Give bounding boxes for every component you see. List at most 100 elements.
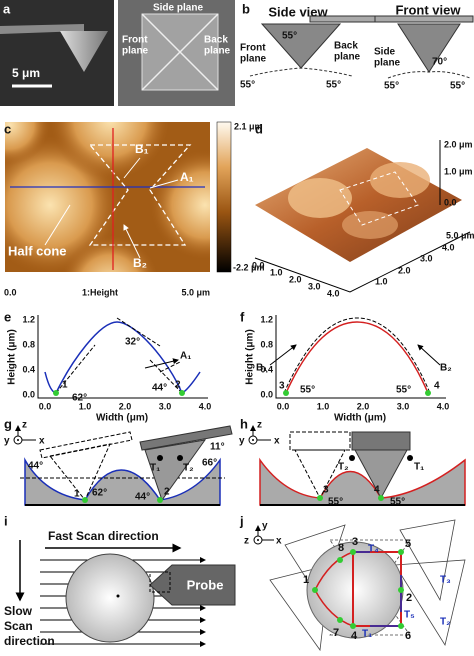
label: 55°: [450, 81, 465, 92]
label: 11°: [210, 442, 225, 453]
label: y: [4, 436, 10, 447]
label: T₁: [414, 462, 424, 473]
label: Side plane: [153, 3, 203, 14]
label: Front: [240, 43, 266, 54]
label: 62°: [92, 488, 107, 499]
panel-h-art: [249, 426, 466, 506]
label: 2.0 μm: [444, 139, 473, 149]
label: 5.0 μm: [181, 287, 210, 297]
label: Height (μm): [245, 329, 256, 385]
label: Scan: [4, 619, 33, 633]
label: -2.2 μm: [233, 262, 265, 272]
label: 6: [405, 630, 411, 642]
panel-label: i: [4, 513, 8, 528]
label: 2.0: [289, 274, 302, 284]
label: plane: [334, 52, 361, 63]
label: A₁: [180, 170, 194, 184]
label: Width (μm): [96, 413, 148, 424]
label: x: [274, 436, 280, 447]
panel-d-art: [254, 140, 471, 293]
label: 62°: [72, 393, 87, 404]
label: 2.0: [119, 401, 132, 411]
label: z: [257, 420, 262, 431]
label: B₂: [133, 256, 147, 270]
label: Probe: [187, 577, 224, 592]
label: x: [276, 536, 282, 547]
label: 55°: [390, 497, 405, 508]
label: 44°: [28, 461, 43, 472]
label: 32°: [125, 337, 140, 348]
label: 1.0: [375, 276, 388, 286]
label: plane: [204, 46, 231, 57]
label: 3.0: [397, 401, 410, 411]
label: 0.0: [4, 287, 17, 297]
panel-label: h: [240, 416, 248, 431]
label: 1: [74, 489, 80, 500]
label: 5: [405, 538, 411, 550]
label: 0.0: [277, 401, 290, 411]
label: 3.0: [159, 401, 172, 411]
panel-j-art: [254, 519, 466, 652]
label: Front view: [395, 2, 461, 17]
label: 1.0 μm: [444, 166, 473, 176]
panel-label: f: [240, 309, 245, 324]
label: T₁: [362, 629, 372, 640]
label: Side view: [268, 4, 328, 19]
label: 2.0: [357, 401, 370, 411]
label: 4.0: [199, 401, 212, 411]
label: plane: [240, 54, 267, 65]
label: T₁: [150, 463, 160, 474]
label: Back: [204, 35, 228, 46]
panel-i-art: [15, 540, 236, 647]
label: 55°: [384, 81, 399, 92]
label: 0.0: [39, 401, 52, 411]
label: 1.2: [260, 314, 273, 324]
label: 3: [279, 381, 285, 392]
label: Height (μm): [7, 329, 18, 385]
panel-label: d: [255, 121, 263, 136]
label: 55°: [326, 80, 341, 91]
label: 44°: [135, 492, 150, 503]
panel-label: c: [4, 121, 11, 136]
panel-c-art: [5, 121, 232, 273]
panel-e-art: [37, 315, 208, 399]
panel-label: b: [242, 1, 250, 16]
label: 3.0: [308, 281, 321, 291]
label: 2: [175, 380, 181, 391]
label: B₁: [135, 142, 149, 156]
label: 5 μm: [12, 66, 40, 80]
label: y: [262, 521, 268, 532]
label: y: [239, 436, 245, 447]
label: 1.0: [270, 267, 283, 277]
label: 3.0: [420, 253, 433, 263]
label: z: [244, 536, 249, 547]
label: z: [22, 420, 27, 431]
label: plane: [122, 46, 149, 57]
label: 70°: [432, 57, 447, 68]
label: 4.0: [442, 242, 455, 252]
label: 7: [333, 627, 339, 639]
panel-a-art: [0, 0, 235, 106]
label: 1.2: [22, 314, 35, 324]
label: 3: [323, 485, 329, 496]
label: 4.0: [327, 288, 340, 298]
label: 55°: [396, 385, 411, 396]
label: 8: [338, 542, 344, 554]
label: T₃: [440, 575, 451, 586]
label: 55°: [240, 80, 255, 91]
panel-label: e: [4, 309, 11, 324]
label: 1.0: [317, 401, 330, 411]
label: Front: [122, 35, 148, 46]
label: 66°: [202, 458, 217, 469]
panel-label: g: [4, 416, 12, 431]
label: 0.0: [252, 260, 265, 270]
label: 4: [434, 381, 440, 392]
label: 55°: [300, 385, 315, 396]
label: B₂: [440, 363, 452, 374]
label: 0.4: [22, 364, 35, 374]
label: T₂: [338, 462, 349, 473]
label: Side: [374, 47, 396, 58]
label: T₅: [404, 610, 415, 621]
label: Half cone: [8, 243, 67, 258]
